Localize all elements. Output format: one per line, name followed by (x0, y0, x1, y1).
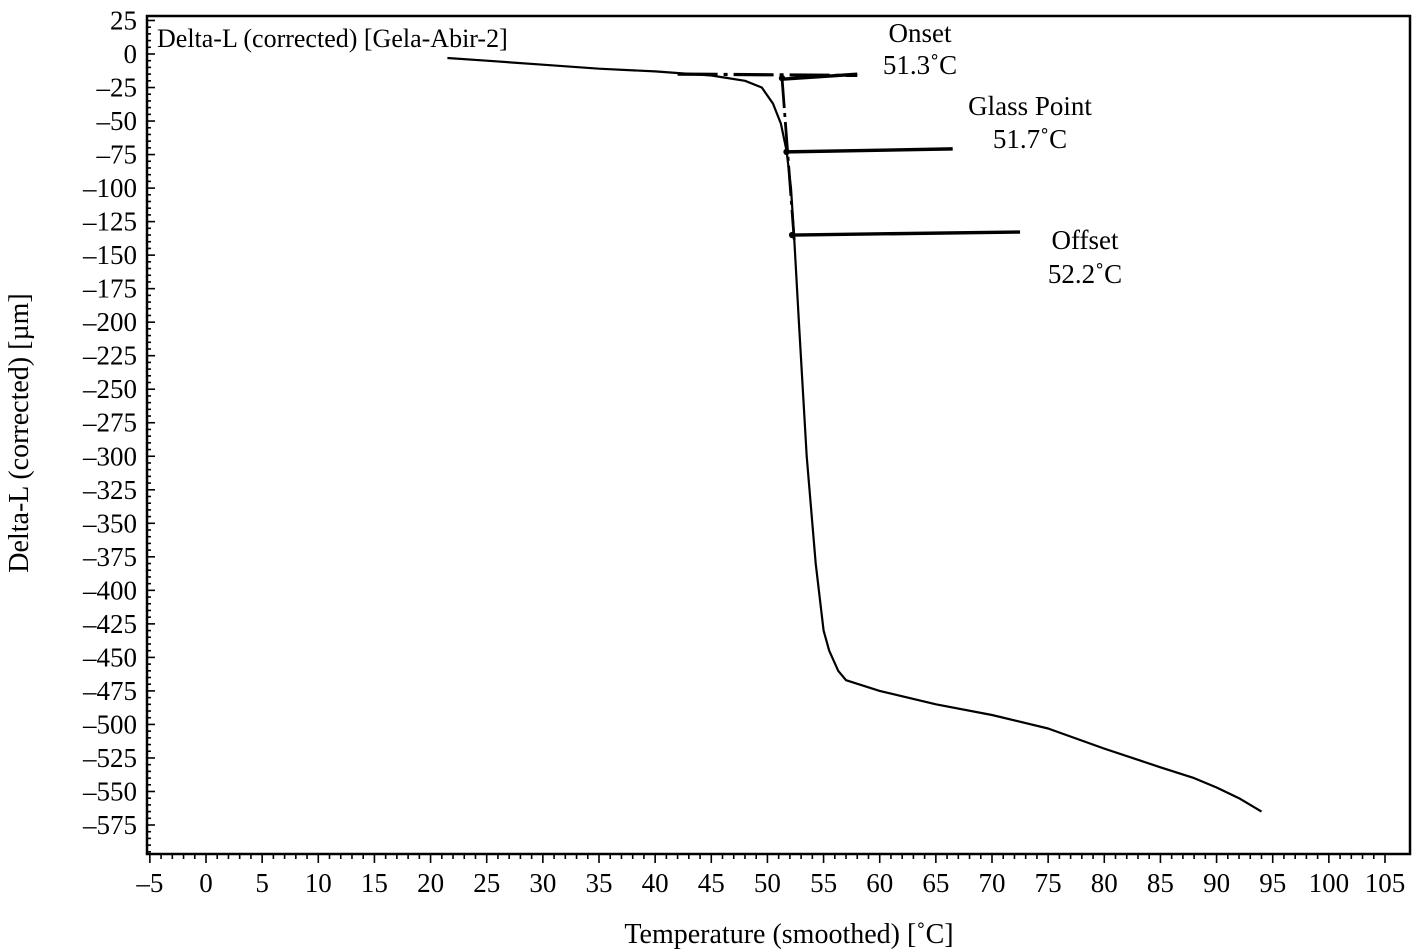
y-tick-label: –275 (82, 408, 137, 438)
y-tick-label: –350 (82, 508, 137, 538)
x-axis-title: Temperature (smoothed) [˚C] (624, 919, 953, 950)
y-tick-label: –250 (82, 374, 137, 404)
plot-title: Delta-L (corrected) [Gela-Abir-2] (157, 24, 508, 53)
y-tick-label: –525 (82, 743, 137, 773)
annotation-value: 52.2˚C (1048, 259, 1122, 289)
y-tick-label: –175 (82, 274, 137, 304)
x-tick-label: 10 (305, 868, 332, 898)
y-tick-label: –225 (82, 341, 137, 371)
annotation-label: Onset (889, 18, 952, 48)
x-tick-label: 40 (642, 868, 669, 898)
x-tick-label: 60 (866, 868, 893, 898)
annotation-value: 51.3˚C (883, 50, 957, 80)
x-tick-label: 5 (255, 868, 269, 898)
x-tick-label: 20 (417, 868, 444, 898)
y-tick-label: –75 (96, 140, 138, 170)
x-tick-label: 100 (1309, 868, 1350, 898)
x-tick-label: 70 (979, 868, 1006, 898)
annotation-line (786, 147, 953, 154)
x-tick-label: 0 (199, 868, 213, 898)
annotation-line (781, 72, 858, 81)
x-tick-label: 15 (361, 868, 388, 898)
annotation-value: 51.7˚C (993, 124, 1067, 154)
x-axis-tick-labels: –5 0 5 10 15 20 25 30 35 40 45 50 55 60 65 70 75 80 85 90 95… (135, 868, 1405, 898)
annotation-label: Offset (1052, 225, 1119, 255)
y-tick-label: 25 (110, 5, 137, 35)
y-tick-label: –500 (82, 709, 137, 739)
annotation-marker (788, 231, 796, 239)
delta-l-curve (447, 56, 1263, 813)
annotation-label: Glass Point (968, 91, 1092, 121)
annotation-line (792, 230, 1021, 237)
y-tick-label: –200 (82, 307, 137, 337)
x-tick-label: 65 (922, 868, 949, 898)
x-tick-label: 35 (586, 868, 613, 898)
x-tick-label: 30 (529, 868, 556, 898)
x-tick-label: 90 (1203, 868, 1230, 898)
annotation-marker (783, 148, 790, 156)
x-tick-label: 45 (698, 868, 725, 898)
x-axis-ticks (149, 854, 1386, 863)
y-tick-label: –375 (82, 542, 137, 572)
y-tick-label: –325 (82, 475, 137, 505)
y-tick-label: –575 (82, 810, 137, 840)
y-tick-label: –550 (82, 776, 137, 806)
x-tick-label: 55 (810, 868, 837, 898)
tangent-marker (780, 78, 796, 242)
x-tick-label: 25 (473, 868, 500, 898)
x-tick-label: 95 (1259, 868, 1286, 898)
y-tick-label: –300 (82, 441, 137, 471)
y-tick-label: 0 (124, 39, 138, 69)
y-axis-tick-labels: 25 0 –25–50 –75–100 –125–150 –175–200 –225–250… (82, 5, 137, 840)
y-tick-label: –400 (82, 575, 137, 605)
y-tick-label: –150 (82, 240, 137, 270)
y-axis-title: Delta-L (corrected) [µm] (4, 293, 35, 572)
plot-frame (145, 14, 1412, 856)
x-tick-label: –5 (135, 868, 163, 898)
y-tick-label: –450 (82, 642, 137, 672)
x-tick-label: 80 (1091, 868, 1118, 898)
y-tick-label: –50 (96, 106, 138, 136)
y-tick-label: –25 (96, 73, 138, 103)
x-tick-label: 85 (1147, 868, 1174, 898)
y-axis-ticks (147, 19, 155, 853)
y-tick-label: –125 (82, 207, 137, 237)
y-tick-label: –425 (82, 609, 137, 639)
x-tick-label: 105 (1365, 868, 1406, 898)
x-tick-label: 75 (1035, 868, 1062, 898)
x-tick-label: 50 (754, 868, 781, 898)
y-tick-label: –475 (82, 676, 137, 706)
y-tick-label: –100 (82, 173, 137, 203)
annotation-marker (778, 74, 786, 82)
